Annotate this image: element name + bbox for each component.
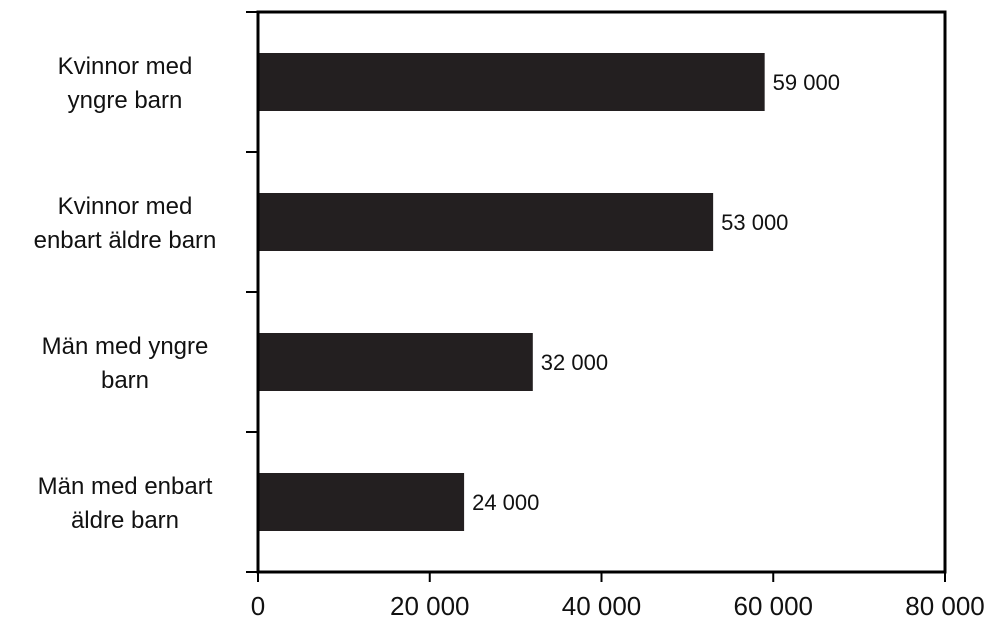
category-label-2: Kvinnor med enbart äldre barn — [34, 193, 217, 254]
x-tick-label-3: 60 000 — [733, 591, 813, 621]
category-label-line: barn — [101, 367, 149, 394]
x-tick-label-2: 40 000 — [562, 591, 642, 621]
category-label-line: Män med enbart — [38, 473, 213, 500]
category-label-line: enbart äldre barn — [34, 227, 217, 254]
category-label-line: Kvinnor med — [58, 193, 193, 220]
category-label-line: Kvinnor med — [58, 53, 193, 80]
data-label-2: 53 000 — [721, 210, 788, 235]
bars-layer — [258, 53, 765, 531]
category-label-1: Kvinnor med yngre barn — [58, 53, 193, 114]
data-label-4: 24 000 — [472, 490, 539, 515]
labels-layer: 59 000 Kvinnor med yngre barn 53 000 Kvinnor… — [34, 53, 985, 621]
category-label-4: Män med enbart äldre barn — [38, 473, 213, 534]
data-label-3: 32 000 — [541, 350, 608, 375]
category-label-line: äldre barn — [71, 507, 179, 534]
bar-1 — [258, 53, 765, 111]
data-label-1: 59 000 — [773, 70, 840, 95]
bar-2 — [258, 193, 714, 251]
bar-3 — [258, 333, 533, 391]
axis-layer — [246, 10, 947, 582]
x-tick-label-0: 0 — [251, 591, 265, 621]
category-label-3: Män med yngre barn — [42, 333, 209, 394]
x-tick-label-1: 20 000 — [390, 591, 470, 621]
bar-4 — [258, 473, 465, 531]
category-label-line: Män med yngre — [42, 333, 209, 360]
category-label-line: yngre barn — [68, 87, 183, 114]
x-tick-label-4: 80 000 — [905, 591, 985, 621]
